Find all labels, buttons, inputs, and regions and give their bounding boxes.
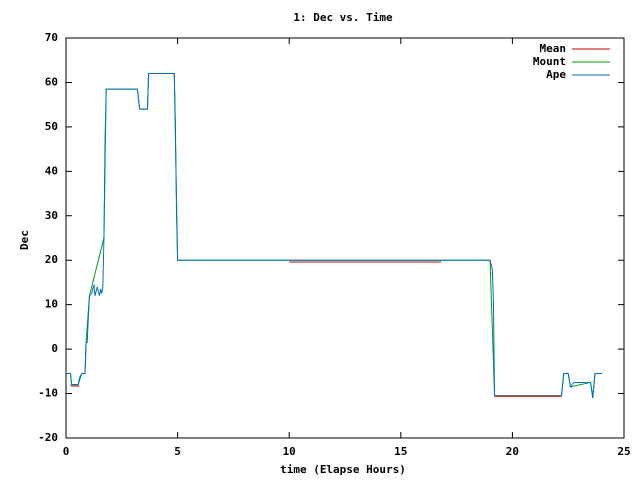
y-tick-label: 10 — [45, 298, 58, 311]
y-tick-label: -20 — [38, 431, 58, 444]
x-tick-label: 25 — [617, 445, 630, 458]
y-tick-label: 60 — [45, 75, 58, 88]
series-line — [70, 261, 562, 397]
y-tick-label: -10 — [38, 387, 58, 400]
y-tick-label: 0 — [51, 342, 58, 355]
chart-title: 1: Dec vs. Time — [293, 11, 393, 24]
y-tick-label: 70 — [45, 31, 58, 44]
series-line — [66, 73, 602, 399]
y-tick-label: 40 — [45, 164, 58, 177]
legend-label: Mount — [533, 55, 566, 68]
x-tick-label: 20 — [506, 445, 519, 458]
x-tick-label: 5 — [174, 445, 181, 458]
y-tick-label: 50 — [45, 120, 58, 133]
series-line — [66, 73, 602, 399]
plot-frame — [65, 37, 625, 439]
y-tick-label: 20 — [45, 253, 58, 266]
y-axis-label: Dec — [18, 230, 31, 250]
x-axis-label: time (Elapse Hours) — [280, 463, 406, 476]
legend-label: Ape — [546, 68, 566, 81]
legend-label: Mean — [540, 42, 567, 55]
x-tick-label: 10 — [283, 445, 296, 458]
x-tick-label: 15 — [394, 445, 407, 458]
x-tick-label: 0 — [63, 445, 70, 458]
y-tick-label: 30 — [45, 209, 58, 222]
